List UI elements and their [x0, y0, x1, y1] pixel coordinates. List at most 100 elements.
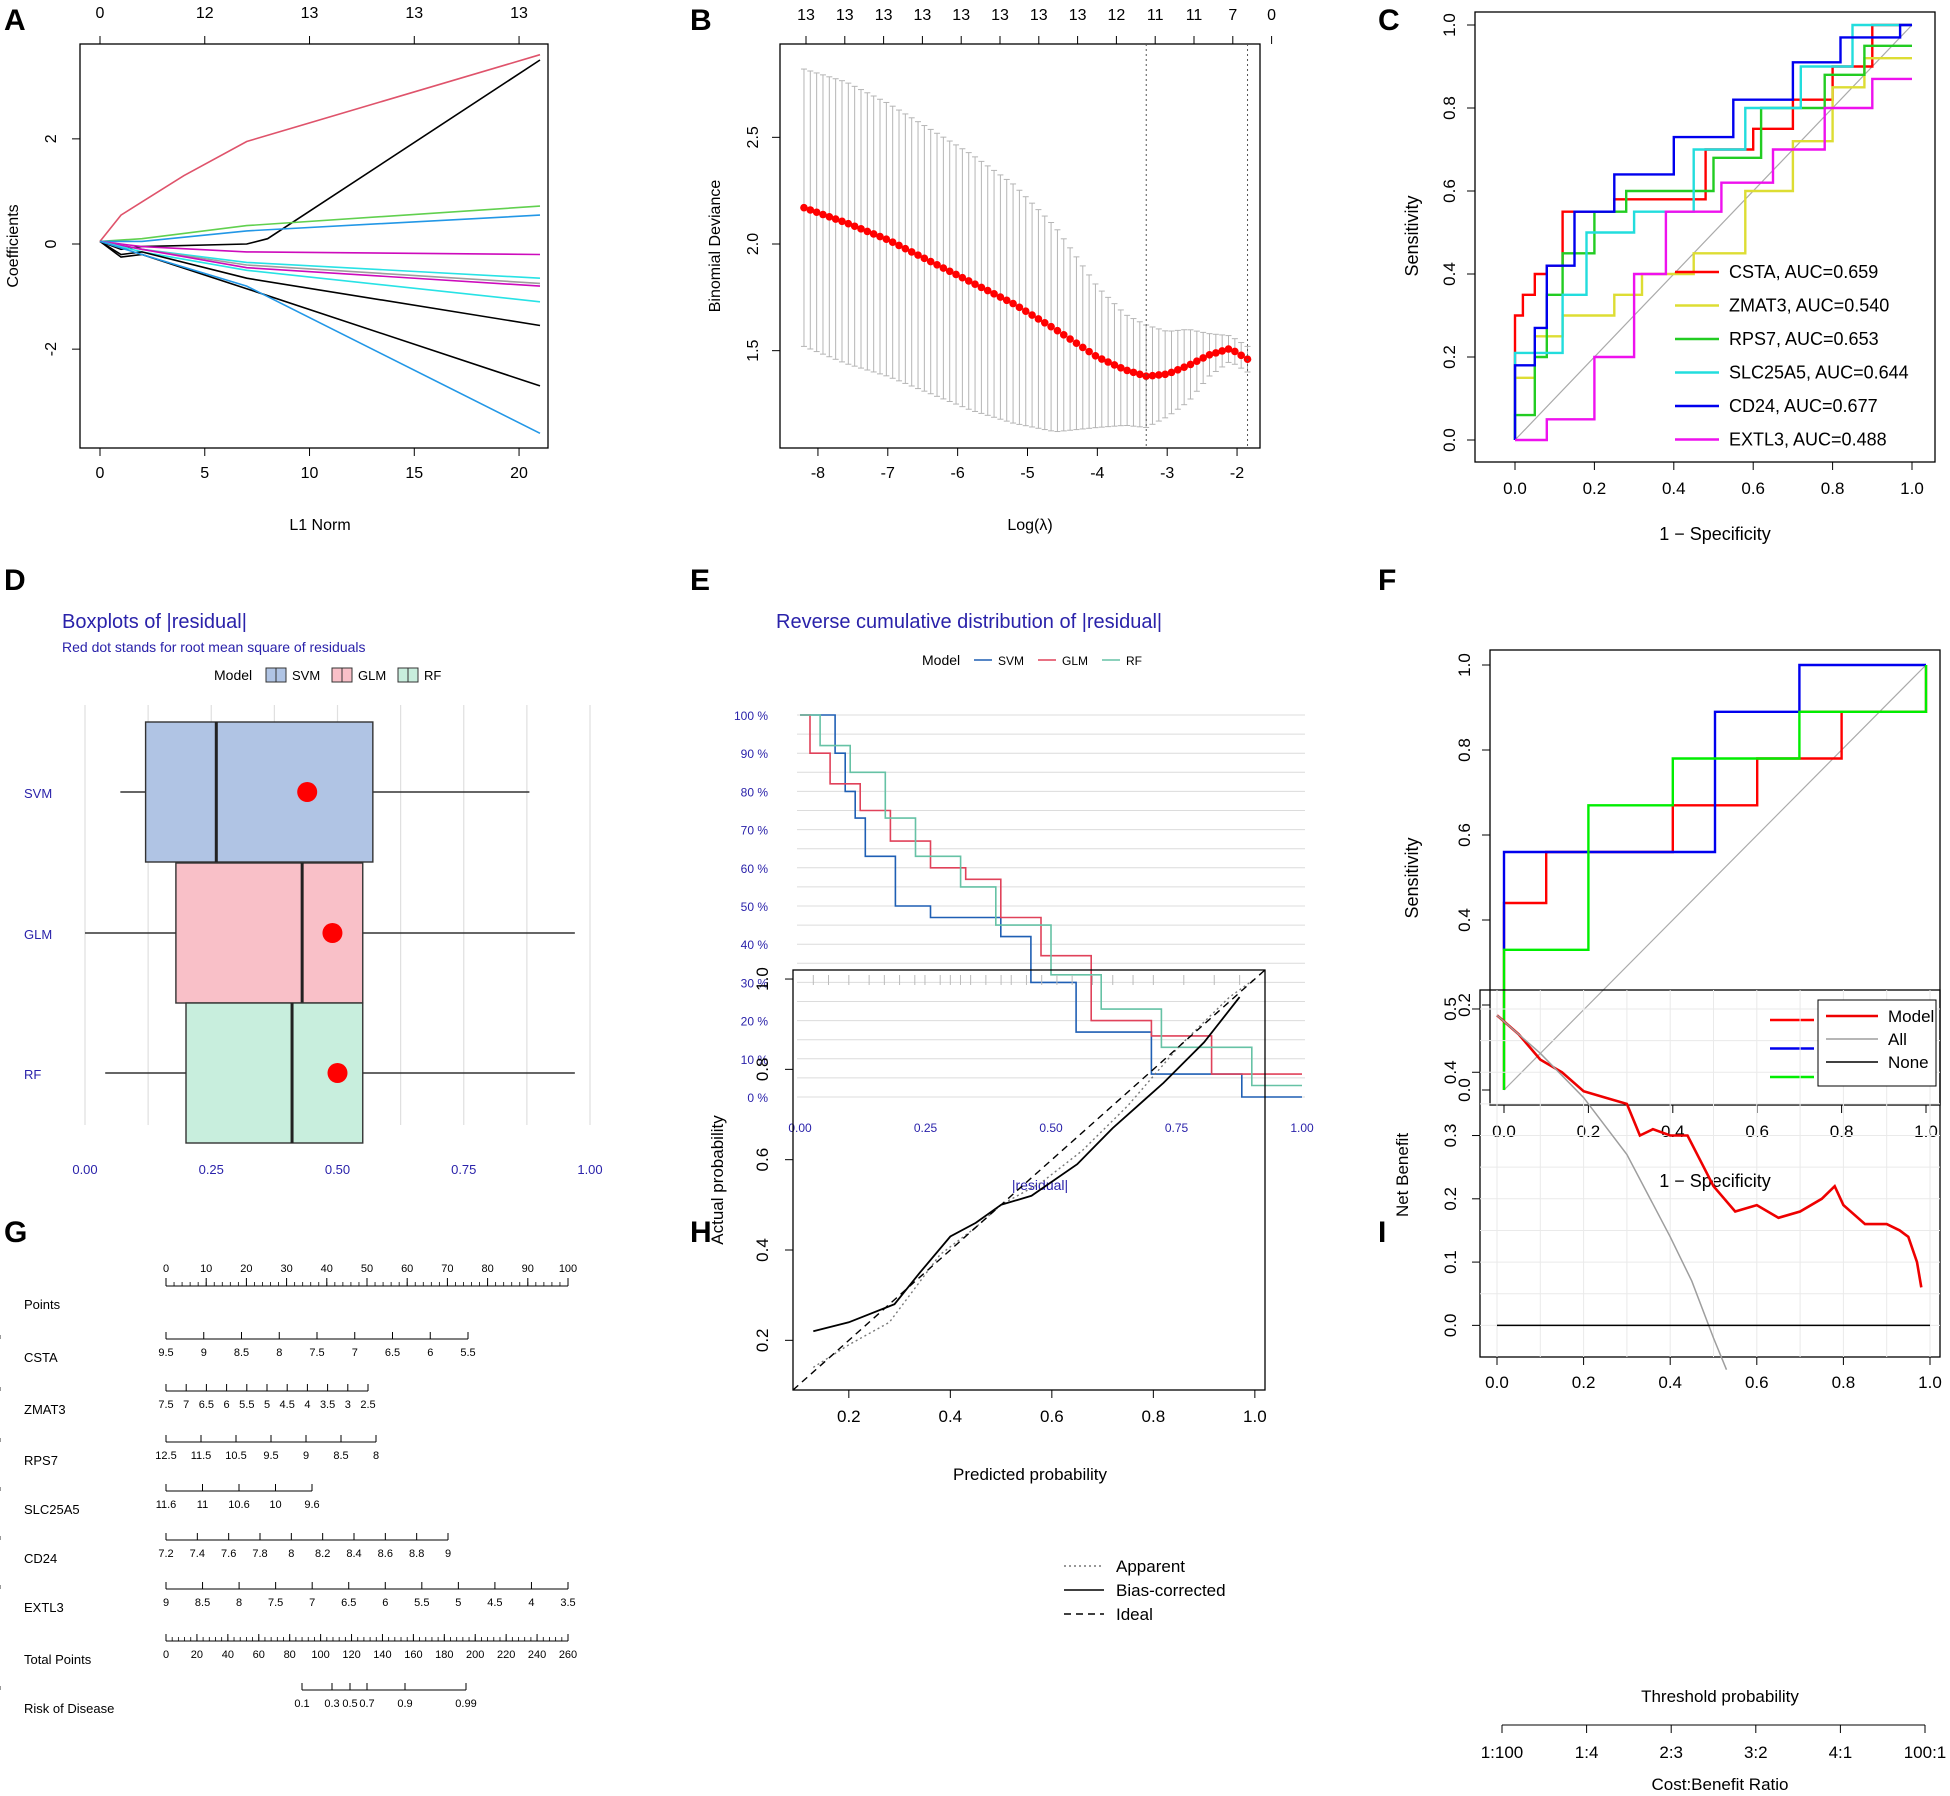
legend-title: Model	[922, 652, 960, 668]
deviance-point	[1129, 368, 1138, 377]
y-tick-label: 2.0	[745, 233, 762, 255]
nomogram-tick-label: 0.3	[324, 1698, 339, 1710]
x-tick-label: 1.0	[1918, 1373, 1942, 1392]
x-tick-label: 0.50	[1039, 1121, 1063, 1135]
deviance-point	[1186, 360, 1195, 369]
nomogram-tick-label: 8.4	[346, 1548, 361, 1560]
y-tick-label: 0.6	[753, 1148, 772, 1172]
panel-letter-a: A	[4, 4, 26, 37]
x-tick-label: 0.00	[72, 1162, 97, 1177]
deviance-point	[1142, 372, 1150, 381]
y-tick-label: 0.8	[1455, 738, 1474, 762]
y-tick-label: 0.4	[753, 1238, 772, 1262]
nomogram-tick-label: 11.5	[191, 1450, 212, 1462]
deviance-point	[1053, 326, 1062, 335]
nomogram-tick-label: 4.5	[487, 1597, 502, 1609]
deviance-point	[850, 222, 859, 231]
nomogram-tick-label: 4.5	[280, 1399, 295, 1411]
legend-label: RF	[424, 668, 441, 683]
nomogram-tick-label: 11	[197, 1499, 208, 1511]
legend-label: Ideal	[1116, 1605, 1153, 1624]
legend: SVM GLM RF	[974, 654, 1142, 668]
x-tick-label: 1.00	[577, 1162, 602, 1177]
panel-letter-b: B	[690, 4, 712, 37]
deviance-point	[926, 257, 935, 266]
nomogram-tick-label: 10	[200, 1263, 212, 1275]
x-tick-label: 0.2	[1583, 479, 1607, 498]
nomogram-tick-label: 0.99	[455, 1698, 476, 1710]
y-axis-label: Net Benefit	[1393, 1133, 1412, 1217]
nomogram-tick-label: 0.5	[342, 1698, 357, 1710]
chart-title: Reverse cumulative distribution of |resi…	[776, 611, 1162, 633]
y-axis-label: Actual probability	[708, 1115, 727, 1245]
nomogram-tick-label: 5.5	[239, 1399, 254, 1411]
deviance-point	[857, 225, 865, 233]
curve-all	[1496, 1014, 1728, 1370]
rug-marks	[812, 975, 1241, 985]
y-tick-label: 0.4	[1441, 1060, 1460, 1084]
deviance-point	[876, 232, 884, 241]
deviance-point	[990, 290, 998, 298]
deviance-point	[1167, 368, 1176, 377]
top-tick-label: 12	[1108, 7, 1126, 24]
y-tick-label: 70 %	[741, 824, 769, 838]
y-tick-label: 0.4	[1455, 908, 1474, 932]
x-axis-label: Log(λ)	[1007, 517, 1052, 534]
top-tick-label: 11	[1147, 7, 1164, 24]
nomogram-tick-label: 60	[401, 1263, 413, 1275]
deviance-point	[1161, 370, 1169, 379]
nomogram-tick-label: 7	[183, 1399, 189, 1411]
y-tick-label: 0.2	[1441, 1187, 1460, 1211]
x-axis-label: Predicted probability	[953, 1465, 1108, 1484]
plot-frame	[779, 43, 1261, 449]
nomogram-tick-label: 7.5	[268, 1597, 283, 1609]
plot-frame	[1479, 989, 1941, 1358]
nomogram-tick-label: 6.5	[199, 1399, 214, 1411]
deviance-point	[1059, 331, 1068, 339]
nomogram-tick-label: 40	[321, 1263, 333, 1275]
x-tick-label: 15	[405, 465, 423, 482]
roc-curve-5	[1515, 77, 1912, 442]
nomogram-tick-label: 7.5	[309, 1347, 324, 1359]
x-tick-label: -8	[811, 465, 825, 482]
coefficient-path-black-up	[99, 59, 541, 251]
nomogram-tick-label: 11.6	[156, 1499, 177, 1511]
nomogram-tick-label: 8.5	[195, 1597, 210, 1609]
x-tick-label: 0.6	[1745, 1373, 1769, 1392]
x-tick-label: -5	[1020, 465, 1034, 482]
x-tick-label: 0.0	[1492, 1122, 1516, 1141]
panel-d: Boxplots of |residual| Red dot stands fo…	[24, 611, 603, 1177]
deviance-point	[901, 244, 910, 253]
category-label: RF	[24, 1067, 41, 1082]
deviance-point	[812, 208, 821, 217]
y-tick-label: 0.5	[1441, 997, 1460, 1021]
deviance-point	[971, 280, 979, 288]
rms-dot	[322, 923, 343, 943]
ratio-tick-label: 3:2	[1744, 1743, 1768, 1762]
x-tick-label: 1.00	[1290, 1121, 1314, 1135]
legend-label: SVM	[998, 654, 1024, 668]
y-tick-label: 80 %	[741, 785, 769, 799]
legend: SVM GLM RF	[265, 667, 441, 683]
nomogram-tick-label: 8	[288, 1548, 294, 1560]
top-tick-label: 13	[405, 5, 423, 22]
nomogram-tick-label: 0	[163, 1649, 169, 1661]
top-tick-label: 11	[1186, 7, 1203, 24]
nomogram-tick-label: 160	[404, 1649, 422, 1661]
nomogram-tick-label: 100	[311, 1649, 329, 1661]
nomogram-tick-label: 5	[264, 1399, 270, 1411]
legend-label: ZMAT3, AUC=0.540	[1729, 296, 1889, 316]
nomogram-tick-label: 9.5	[263, 1450, 278, 1462]
x-tick-label: 20	[510, 465, 528, 482]
deviance-point	[1078, 343, 1087, 352]
nomogram-row-label: ZMAT3	[24, 1402, 66, 1417]
rms-dot	[297, 782, 318, 802]
boxplots: SVM GLM RF	[24, 721, 575, 1144]
nomogram-tick-label: 9.6	[304, 1499, 319, 1511]
nomogram-tick-label: 8.2	[315, 1548, 330, 1560]
coefficient-path-black2	[99, 240, 541, 327]
deviance-point	[1034, 315, 1043, 323]
legend-label: None	[1888, 1053, 1929, 1072]
x-tick-label: 0.2	[1572, 1373, 1596, 1392]
